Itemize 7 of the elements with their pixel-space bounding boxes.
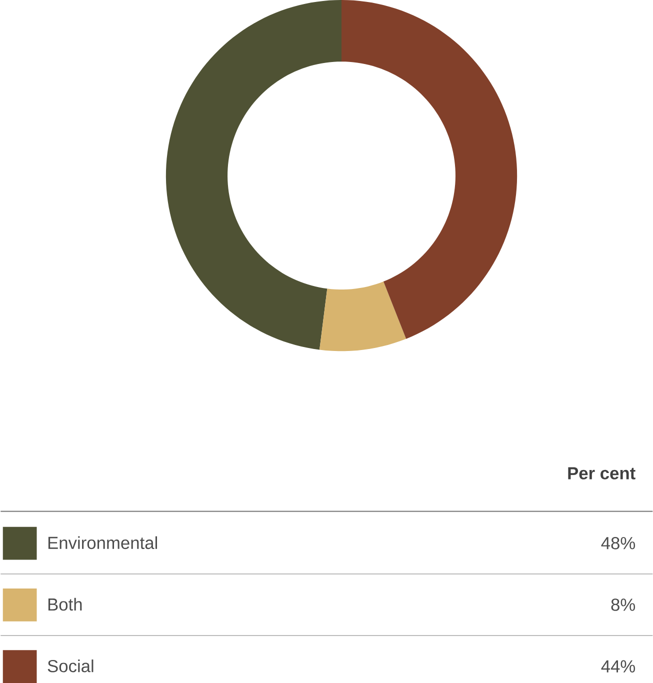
legend-title: Per cent <box>568 467 636 480</box>
data-label: 48% <box>601 536 635 550</box>
data-label: 44% <box>601 660 635 672</box>
data-label: 8% <box>611 598 635 611</box>
legend-label: Social <box>48 660 94 672</box>
legend-label: Environmental <box>48 536 157 550</box>
legend-label: Both <box>48 598 82 611</box>
